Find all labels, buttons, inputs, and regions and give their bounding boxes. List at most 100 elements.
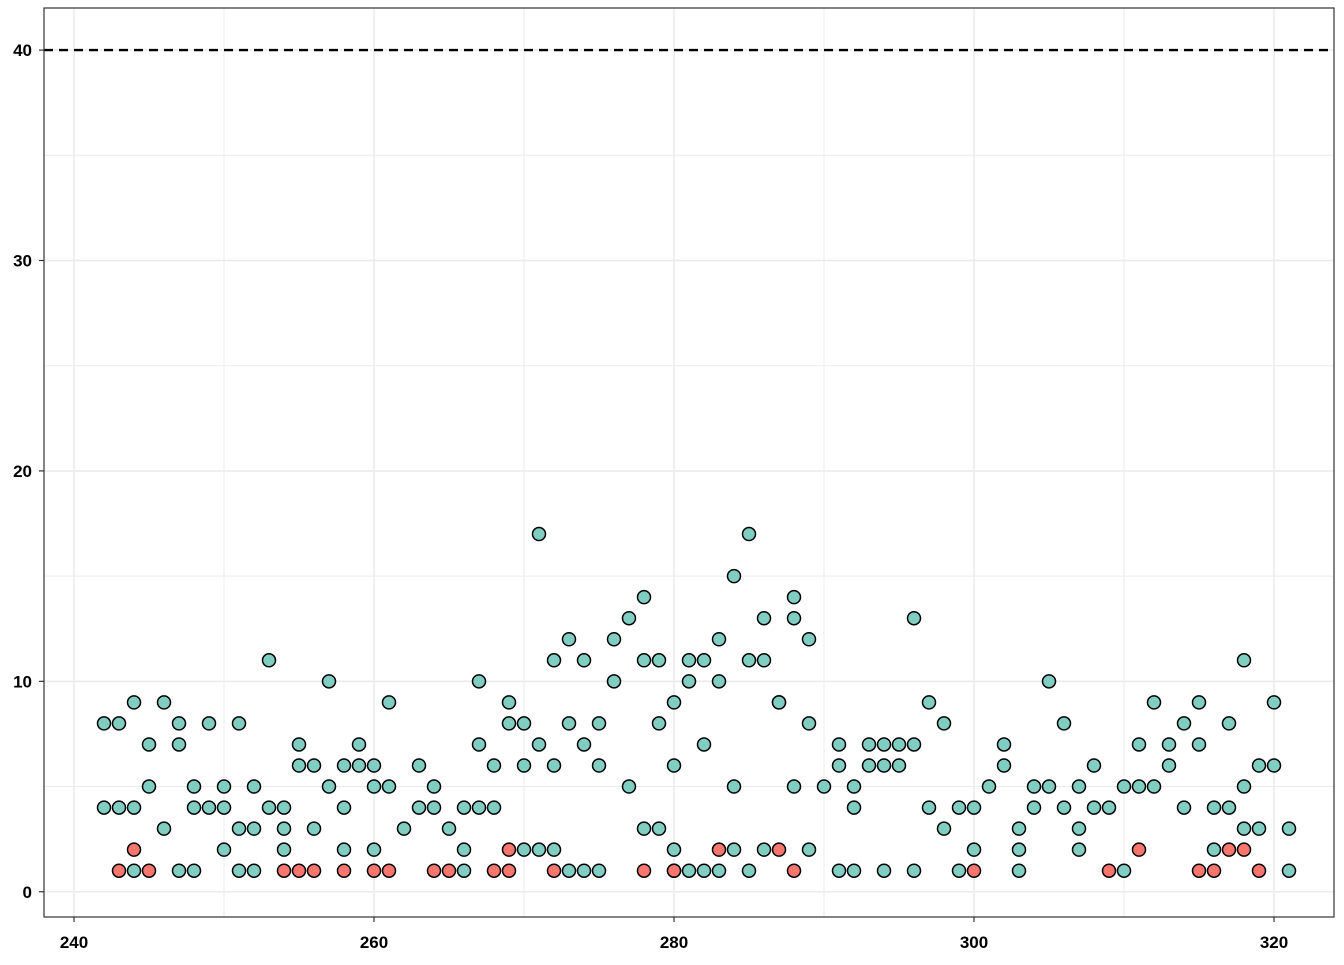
data-point [906,737,922,752]
data-point [1071,821,1087,836]
data-point [1251,863,1267,878]
data-point [906,863,922,878]
data-point [546,863,562,878]
data-point [126,863,142,878]
data-point [951,863,967,878]
data-point [471,674,487,689]
data-point [156,695,172,710]
data-point [711,674,727,689]
data-point [726,779,742,794]
data-point [1101,863,1117,878]
data-point [201,716,217,731]
data-point [96,716,112,731]
data-point [336,800,352,815]
data-point [471,737,487,752]
data-point [366,779,382,794]
data-point [216,842,232,857]
data-point [1236,779,1252,794]
y-tick-label: 40 [13,41,32,60]
data-point [456,800,472,815]
data-point [741,653,757,668]
data-point [1161,758,1177,773]
data-point [756,653,772,668]
data-point [336,863,352,878]
data-point [366,863,382,878]
data-point [261,800,277,815]
data-point [951,800,967,815]
data-point [666,863,682,878]
data-point [591,758,607,773]
x-tick-label: 300 [960,933,988,952]
data-point [171,863,187,878]
y-tick-label: 20 [13,462,32,481]
data-point [546,758,562,773]
data-point [786,589,802,605]
data-point [1026,800,1042,815]
data-point [681,863,697,878]
data-point [141,737,157,752]
data-point [1206,863,1222,878]
data-point [876,737,892,752]
data-point [306,758,322,773]
data-point [846,863,862,878]
data-point [111,863,127,878]
data-point [231,821,247,836]
data-point [591,716,607,731]
data-point [1116,863,1132,878]
data-point [996,737,1012,752]
data-point [216,800,232,815]
data-point [1101,800,1117,815]
data-point [1041,674,1057,689]
data-point [921,695,937,710]
data-point [1161,737,1177,752]
data-point [96,800,112,815]
data-point [426,779,442,794]
data-point [426,800,442,815]
data-point [1191,863,1207,878]
data-point [666,842,682,857]
data-point [876,758,892,773]
data-point [831,863,847,878]
x-tick-label: 320 [1260,933,1288,952]
data-point [486,863,502,878]
data-point [126,842,142,857]
data-point [831,737,847,752]
data-point [771,842,787,857]
data-point [486,758,502,773]
data-point [741,526,757,542]
data-point [501,716,517,731]
data-point [396,821,412,836]
data-point [351,758,367,773]
data-point [486,800,502,815]
data-point [501,695,517,710]
data-point [621,610,637,626]
data-point [201,800,217,815]
data-point [801,632,817,647]
data-point [1206,800,1222,815]
data-point [726,568,742,584]
data-point [726,842,742,857]
data-point [861,758,877,773]
data-point [681,653,697,668]
data-point [501,842,517,857]
data-point [666,758,682,773]
data-point [171,716,187,731]
data-point [546,842,562,857]
data-point [1041,779,1057,794]
data-point [441,821,457,836]
data-point [576,653,592,668]
data-point [1176,800,1192,815]
data-point [636,589,652,605]
data-point [756,842,772,857]
plot-panel-border [43,7,1335,918]
data-point [1086,800,1102,815]
data-point [1176,716,1192,731]
data-point [456,863,472,878]
data-point [1131,842,1147,857]
data-point [786,863,802,878]
data-point [636,821,652,836]
data-point [546,653,562,668]
data-point [1026,779,1042,794]
data-point [606,632,622,647]
data-point [771,695,787,710]
